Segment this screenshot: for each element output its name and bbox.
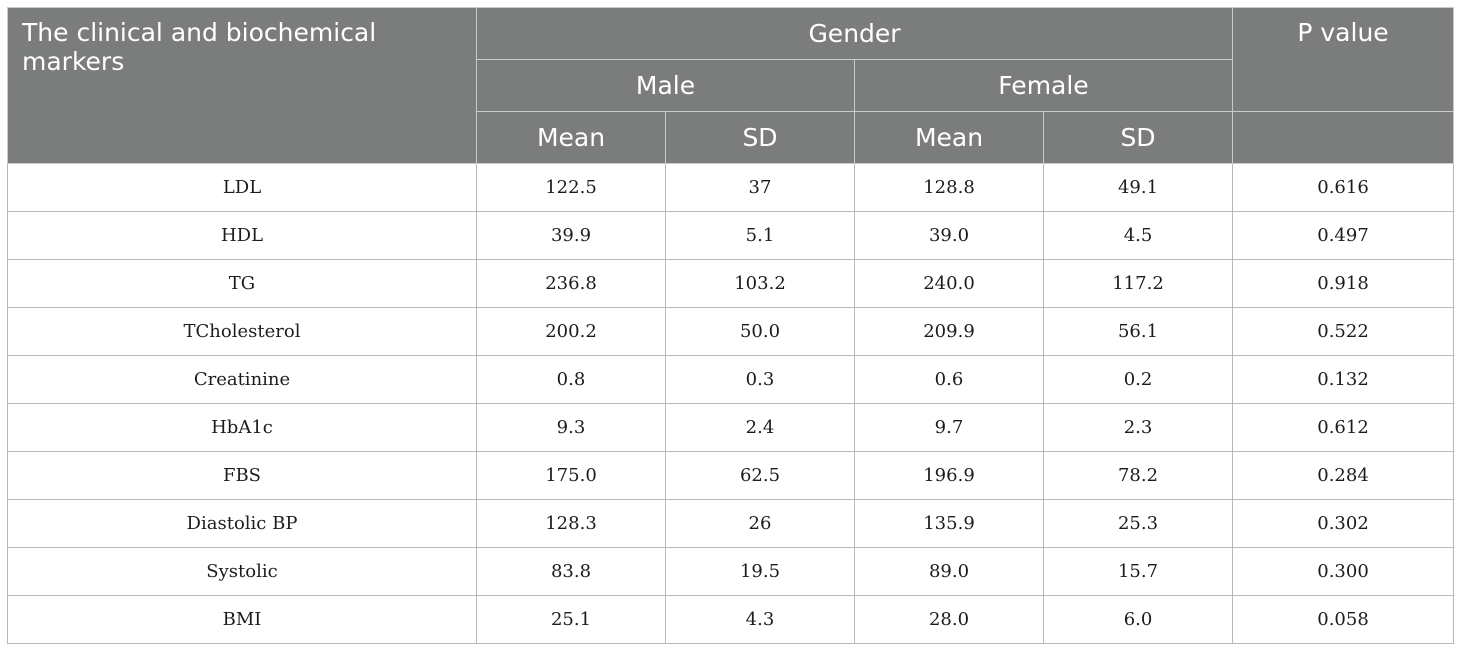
female-mean-cell: 240.0 (854, 259, 1044, 308)
marker-cell: Systolic (7, 547, 477, 596)
male-sd-cell: 2.4 (665, 403, 855, 452)
female-sd-cell: 56.1 (1042, 307, 1234, 356)
table-row: Creatinine 0.8 0.3 0.6 0.2 0.132 (7, 355, 1455, 404)
marker-cell: HDL (7, 211, 477, 260)
table-row: Systolic 83.8 19.5 89.0 15.7 0.300 (7, 547, 1455, 596)
table-body: LDL 122.5 37 128.8 49.1 0.616 HDL 39.9 5.1 39.0 4.… (7, 163, 1455, 644)
table-row: HbA1c 9.3 2.4 9.7 2.3 0.612 (7, 403, 1455, 452)
male-mean-cell: 175.0 (476, 451, 666, 500)
p-value-cell: 0.058 (1232, 595, 1455, 644)
table-header: The clinical and biochemical markers Gen… (7, 7, 1455, 164)
male-sd-cell: 19.5 (665, 547, 855, 596)
male-mean-cell: 0.8 (476, 355, 666, 404)
marker-cell: FBS (7, 451, 477, 500)
p-value-cell: 0.300 (1232, 547, 1455, 596)
male-mean-cell: 236.8 (476, 259, 666, 308)
female-header: Female (853, 59, 1234, 112)
table-row: TG 236.8 103.2 240.0 117.2 0.918 (7, 259, 1455, 308)
markers-table-container: The clinical and biochemical markers Gen… (7, 7, 1455, 644)
male-mean-header: Mean (476, 111, 666, 164)
p-value-cell: 0.522 (1232, 307, 1455, 356)
female-mean-cell: 0.6 (854, 355, 1044, 404)
female-mean-cell: 196.9 (854, 451, 1044, 500)
marker-column-header: The clinical and biochemical markers (7, 7, 477, 164)
female-sd-cell: 15.7 (1042, 547, 1234, 596)
male-sd-cell: 0.3 (665, 355, 855, 404)
header-row-2: Male Female (8, 59, 1454, 112)
header-row-1: The clinical and biochemical markers Gen… (7, 7, 1455, 164)
marker-cell: BMI (7, 595, 477, 644)
female-sd-header: SD (1042, 111, 1234, 164)
gender-group-header: Gender (475, 7, 1234, 60)
table-row: HDL 39.9 5.1 39.0 4.5 0.497 (7, 211, 1455, 260)
female-sd-cell: 25.3 (1042, 499, 1234, 548)
marker-cell: Diastolic BP (7, 499, 477, 548)
male-sd-cell: 5.1 (665, 211, 855, 260)
marker-cell: HbA1c (7, 403, 477, 452)
female-sd-cell: 2.3 (1042, 403, 1234, 452)
female-mean-cell: 9.7 (854, 403, 1044, 452)
female-mean-header: Mean (854, 111, 1044, 164)
male-mean-cell: 122.5 (476, 163, 666, 212)
markers-by-gender-table: The clinical and biochemical markers Gen… (7, 7, 1455, 644)
table-row: TCholesterol 200.2 50.0 209.9 56.1 0.522 (7, 307, 1455, 356)
p-value-cell: 0.616 (1232, 163, 1455, 212)
p-value-header: P value (1232, 7, 1455, 112)
marker-cell: LDL (7, 163, 477, 212)
male-header: Male (476, 59, 855, 112)
p-value-cell: 0.132 (1232, 355, 1455, 404)
male-sd-cell: 37 (665, 163, 855, 212)
female-mean-cell: 128.8 (854, 163, 1044, 212)
female-mean-cell: 28.0 (854, 595, 1044, 644)
male-mean-cell: 9.3 (476, 403, 666, 452)
header-row-3: Mean SD Mean SD (8, 111, 1455, 164)
female-mean-cell: 135.9 (854, 499, 1044, 548)
male-sd-cell: 50.0 (665, 307, 855, 356)
table-row: LDL 122.5 37 128.8 49.1 0.616 (7, 163, 1455, 212)
male-mean-cell: 200.2 (476, 307, 666, 356)
female-sd-cell: 6.0 (1042, 595, 1234, 644)
male-sd-cell: 103.2 (665, 259, 855, 308)
p-value-cell: 0.302 (1232, 499, 1455, 548)
marker-cell: TCholesterol (7, 307, 477, 356)
female-sd-cell: 78.2 (1042, 451, 1234, 500)
male-mean-cell: 128.3 (476, 499, 666, 548)
table-row: Diastolic BP 128.3 26 135.9 25.3 0.302 (7, 499, 1455, 548)
marker-cell: Creatinine (7, 355, 477, 404)
female-sd-cell: 49.1 (1042, 163, 1234, 212)
p-value-cell: 0.612 (1232, 403, 1455, 452)
p-value-header-spacer (1232, 111, 1455, 164)
male-sd-cell: 4.3 (665, 595, 855, 644)
female-mean-cell: 39.0 (854, 211, 1044, 260)
male-sd-cell: 62.5 (665, 451, 855, 500)
male-sd-header: SD (665, 111, 855, 164)
male-mean-cell: 39.9 (476, 211, 666, 260)
table-row: BMI 25.1 4.3 28.0 6.0 0.058 (7, 595, 1455, 644)
male-sd-cell: 26 (665, 499, 855, 548)
p-value-cell: 0.497 (1232, 211, 1455, 260)
male-mean-cell: 25.1 (476, 595, 666, 644)
female-sd-cell: 117.2 (1042, 259, 1234, 308)
female-mean-cell: 209.9 (854, 307, 1044, 356)
female-sd-cell: 4.5 (1042, 211, 1234, 260)
p-value-cell: 0.918 (1232, 259, 1455, 308)
p-value-cell: 0.284 (1232, 451, 1455, 500)
marker-cell: TG (7, 259, 477, 308)
table-row: FBS 175.0 62.5 196.9 78.2 0.284 (7, 451, 1455, 500)
male-mean-cell: 83.8 (476, 547, 666, 596)
female-mean-cell: 89.0 (854, 547, 1044, 596)
female-sd-cell: 0.2 (1042, 355, 1234, 404)
